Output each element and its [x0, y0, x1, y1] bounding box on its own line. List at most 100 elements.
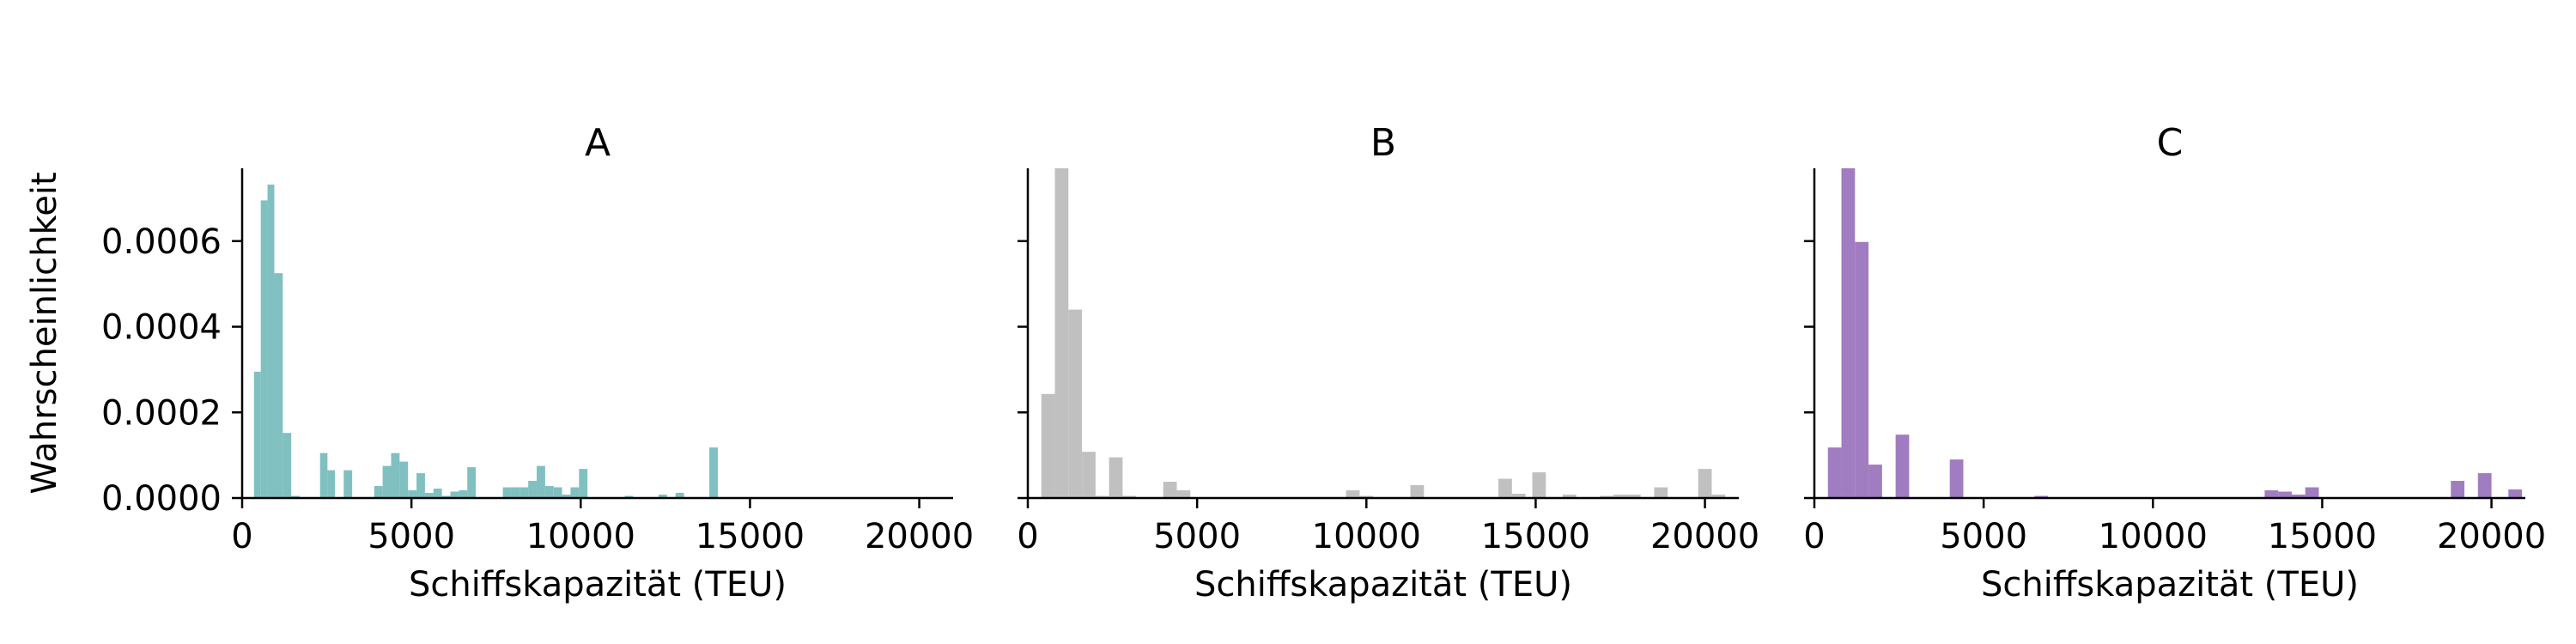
- histogram-bar-a-20: [467, 467, 477, 498]
- x-tick-label: 10000: [526, 517, 635, 556]
- histogram-bars-c: [1827, 168, 2523, 498]
- histogram-bar-c-8: [2278, 491, 2292, 498]
- histogram-bar-a-33: [675, 493, 684, 498]
- x-ticks-c: 0 5000 10000 15000 20000: [1803, 498, 2546, 556]
- histogram-bar-a-18: [450, 491, 459, 498]
- y-ticks-c: [1804, 240, 1814, 500]
- histogram-bars-b: [1041, 168, 1726, 498]
- y-axis-label: Wahrscheinlichkeit: [25, 172, 64, 494]
- histogram-bar-c-0: [1827, 447, 1842, 498]
- histogram-bar-b-0: [1041, 393, 1055, 498]
- y-ticks-a: 0.0000 0.0002 0.0004 0.0006: [101, 222, 242, 519]
- histogram-bar-b-7: [1163, 482, 1177, 498]
- x-tick-label: 20000: [1650, 517, 1759, 556]
- histogram-bar-a-28: [562, 495, 571, 498]
- histogram-bar-b-13: [1511, 494, 1526, 498]
- x-tick-label: 20000: [2437, 517, 2546, 556]
- histogram-bar-a-6: [319, 453, 328, 498]
- histogram-bar-c-7: [2264, 490, 2279, 498]
- histogram-bar-b-17: [1613, 495, 1627, 498]
- histogram-bar-b-12: [1498, 478, 1512, 498]
- histogram-bar-b-9: [1346, 490, 1360, 498]
- histogram-bar-a-2: [267, 184, 275, 498]
- histogram-bar-a-34: [709, 447, 718, 498]
- histogram-bar-b-15: [1562, 495, 1577, 498]
- y-tick-label: 0.0006: [101, 222, 222, 262]
- histogram-bar-a-21: [502, 487, 512, 498]
- histogram-bar-b-1: [1054, 168, 1069, 498]
- histogram-bar-a-9: [374, 486, 383, 498]
- x-axis-label-a: Schiffskapazität (TEU): [409, 565, 787, 605]
- histogram-bar-a-24: [528, 481, 538, 498]
- histogram-bar-b-19: [1654, 487, 1668, 498]
- x-tick-label: 0: [1803, 517, 1825, 556]
- histogram-bar-a-3: [274, 273, 283, 498]
- histogram-bar-b-18: [1626, 495, 1641, 498]
- panel-a: 0 5000 10000 15000 20000 0.00000.00020.00040…: [25, 121, 974, 605]
- histogram-bar-a-10: [382, 465, 392, 498]
- histogram-bar-c-13: [2508, 489, 2523, 498]
- histogram-bar-a-23: [519, 487, 529, 498]
- x-tick-label: 15000: [696, 517, 805, 556]
- histogram-bar-a-25: [537, 465, 545, 498]
- y-tick-label: 0.0002: [101, 393, 222, 433]
- x-tick-label: 0: [1017, 517, 1038, 556]
- histogram-bar-a-29: [570, 487, 580, 498]
- histogram-bar-b-14: [1532, 472, 1546, 498]
- histogram-bar-a-22: [511, 487, 520, 498]
- histogram-bar-c-9: [2291, 495, 2306, 498]
- x-tick-label: 15000: [1481, 517, 1590, 556]
- panel-title-c: C: [2157, 121, 2184, 165]
- histogram-bar-a-0: [253, 371, 261, 498]
- histogram-bar-a-1: [260, 200, 268, 498]
- histogram-bar-c-4: [1895, 434, 1910, 498]
- histogram-bar-a-8: [343, 470, 353, 498]
- histogram-bar-a-30: [579, 469, 588, 498]
- histogram-bar-b-21: [1711, 495, 1726, 498]
- histogram-bar-b-3: [1082, 452, 1096, 498]
- histogram-bar-c-10: [2305, 487, 2319, 498]
- y-tick-label: 0.0000: [101, 479, 222, 519]
- x-axis-label-c: Schiffskapazität (TEU): [1981, 565, 2359, 605]
- x-tick-label: 5000: [368, 517, 455, 556]
- histogram-bar-b-5: [1109, 457, 1123, 498]
- x-tick-label: 5000: [1153, 517, 1241, 556]
- histogram-bar-b-2: [1068, 309, 1083, 498]
- histogram-bar-c-11: [2451, 481, 2465, 498]
- histogram-bar-c-3: [1868, 465, 1882, 498]
- panel-title-b: B: [1370, 121, 1396, 165]
- histogram-bar-a-12: [399, 461, 409, 498]
- x-tick-label: 10000: [2099, 517, 2208, 556]
- histogram-bar-b-8: [1176, 490, 1191, 498]
- x-tick-label: 0: [231, 517, 252, 556]
- x-tick-label: 5000: [1940, 517, 2027, 556]
- histogram-bar-c-1: [1841, 168, 1856, 498]
- x-ticks-a: 0 5000 10000 15000 20000: [231, 498, 974, 556]
- y-ticks-b: [1018, 240, 1028, 500]
- histogram-bar-a-26: [544, 486, 554, 498]
- histogram-bar-a-16: [433, 489, 442, 498]
- histogram-bar-a-19: [459, 490, 468, 498]
- x-tick-label: 15000: [2268, 517, 2377, 556]
- histogram-bar-c-12: [2477, 473, 2492, 498]
- x-axis-label-b: Schiffskapazität (TEU): [1194, 565, 1572, 605]
- histogram-bar-a-15: [424, 493, 434, 498]
- x-tick-label: 20000: [865, 517, 974, 556]
- histogram-bar-a-4: [283, 433, 292, 498]
- panel-c: 0 5000 10000 15000 20000 C Schiffskapazität …: [1803, 121, 2546, 605]
- panel-title-a: A: [585, 121, 611, 165]
- histogram-bar-a-14: [416, 473, 425, 498]
- histogram-bar-b-11: [1410, 485, 1425, 498]
- y-tick-label: 0.0004: [101, 308, 222, 348]
- histogram-bar-c-2: [1855, 241, 1869, 498]
- histogram-bar-c-5: [1949, 459, 1964, 498]
- histogram-bar-a-13: [408, 490, 417, 498]
- x-ticks-b: 0 5000 10000 15000 20000: [1017, 498, 1759, 556]
- histogram-bar-a-32: [658, 495, 667, 498]
- x-tick-label: 10000: [1312, 517, 1421, 556]
- histogram-bar-a-7: [327, 470, 336, 498]
- histogram-bar-a-11: [391, 453, 400, 498]
- histogram-bar-a-27: [553, 487, 562, 498]
- panel-b: 0 5000 10000 15000 20000 B Schiffskapazität …: [1017, 121, 1759, 605]
